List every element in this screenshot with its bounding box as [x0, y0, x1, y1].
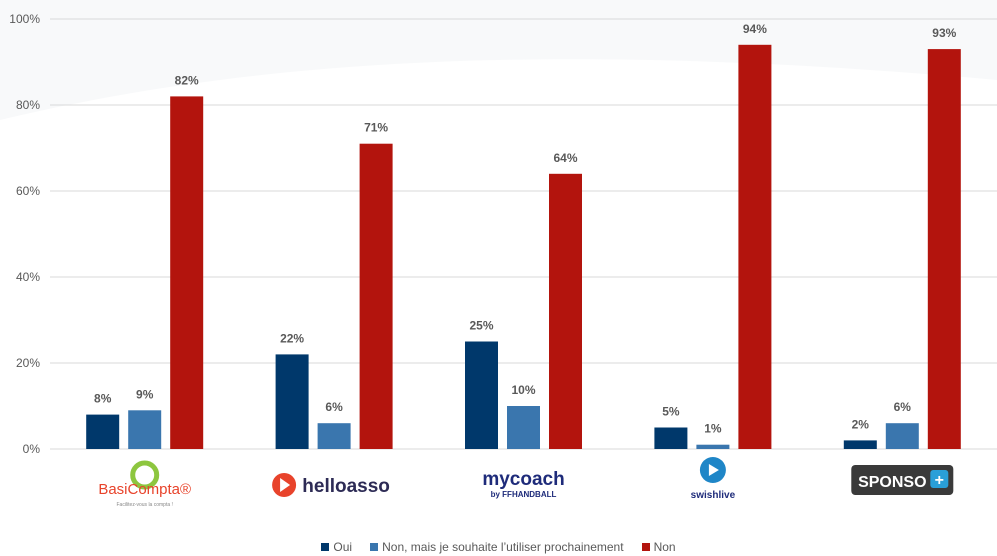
bar — [654, 427, 688, 449]
bar — [465, 341, 498, 449]
data-label: 9% — [136, 387, 154, 401]
x-tick-label: BasiCompta® — [98, 481, 191, 498]
x-tick-label: helloasso — [302, 476, 390, 497]
x-tick-label: swishlive — [691, 490, 736, 501]
data-label: 6% — [325, 400, 343, 414]
data-label: 2% — [852, 417, 870, 431]
legend-item: Non, mais je souhaite l’utiliser prochai… — [370, 540, 624, 554]
logo-badge-bg — [851, 465, 954, 495]
legend-swatch — [321, 543, 330, 551]
plus-icon — [930, 470, 949, 488]
y-tick-label: 60% — [16, 184, 40, 198]
legend-label: Non, mais je souhaite l’utiliser prochai… — [382, 540, 624, 554]
y-tick-label: 80% — [16, 98, 40, 112]
data-label: 8% — [94, 392, 112, 406]
play-icon — [280, 478, 291, 492]
bar — [927, 49, 961, 449]
play-icon — [708, 464, 719, 476]
data-label: 5% — [662, 405, 680, 419]
bar — [843, 440, 877, 449]
y-tick-label: 0% — [23, 442, 41, 456]
legend-item: Oui — [321, 540, 352, 554]
data-label: 94% — [743, 22, 767, 36]
y-tick-label: 20% — [16, 356, 40, 370]
category-logo: SPONSO + — [851, 465, 954, 495]
bar — [86, 414, 120, 449]
bar — [696, 444, 730, 449]
plus-icon-glyph: + — [935, 472, 944, 489]
legend-swatch — [641, 543, 650, 551]
legend-swatch — [370, 543, 379, 551]
logo-subtext: by FFHANDBALL — [491, 490, 557, 499]
x-tick-label: mycoach — [482, 469, 564, 490]
data-label: 71% — [364, 121, 388, 135]
chart-legend: Oui Non, mais je souhaite l’utiliser proc… — [0, 540, 997, 554]
bar — [359, 143, 393, 449]
bar — [885, 423, 919, 449]
data-label: 10% — [511, 383, 535, 397]
x-tick-label: SPONSO — [858, 474, 926, 491]
y-tick-label: 40% — [16, 270, 40, 284]
y-tick-label: 100% — [9, 12, 40, 26]
background-shape — [0, 0, 997, 120]
logo-tagline: Facilitez-vous la compta ! — [116, 502, 172, 508]
category-logo: helloasso — [272, 473, 390, 497]
bar — [738, 44, 772, 450]
bar — [317, 423, 351, 449]
data-label: 22% — [280, 331, 304, 345]
data-label: 64% — [553, 151, 577, 165]
data-label: 93% — [932, 26, 956, 40]
legend-label: Non — [653, 540, 676, 554]
bar — [549, 173, 582, 450]
bar — [170, 96, 204, 450]
bar — [128, 410, 162, 449]
data-label: 1% — [704, 422, 722, 436]
legend-label: Oui — [333, 540, 353, 554]
data-label: 6% — [894, 400, 912, 414]
bar-chart: 0% 20% 40% 60% 80% 100% 8% 9% 82% 22% 6% 71% 25% 10% 6… — [0, 0, 997, 508]
legend-item: Non — [641, 540, 676, 554]
data-label: 82% — [175, 73, 199, 87]
category-logo: BasiCompta® Facilitez-vous la compta ! — [98, 460, 191, 508]
bar — [507, 406, 540, 449]
bar — [275, 354, 309, 449]
logo-ring-icon — [130, 460, 160, 490]
category-logo: swishlive — [691, 457, 736, 501]
data-label: 25% — [469, 319, 493, 333]
